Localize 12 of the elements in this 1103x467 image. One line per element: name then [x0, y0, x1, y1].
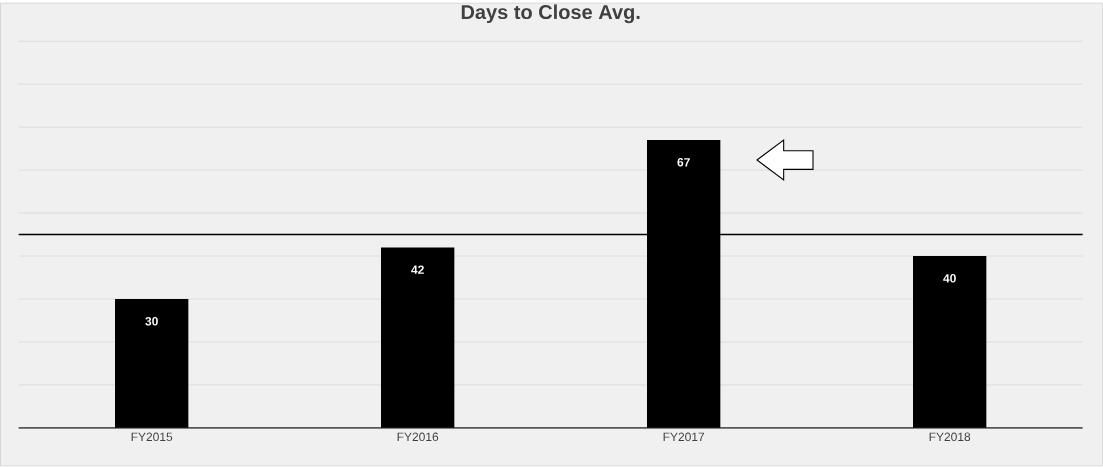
- bar: [381, 247, 455, 429]
- bar: [913, 256, 987, 429]
- chart-title: Days to Close Avg.: [461, 4, 640, 24]
- data-label: 40: [943, 274, 956, 283]
- x-tick-label: FY2017: [663, 432, 705, 442]
- data-label: 42: [411, 265, 424, 275]
- data-label: 30: [145, 317, 158, 326]
- x-tick-label: FY2015: [131, 432, 173, 442]
- x-tick-label: FY2018: [929, 432, 971, 442]
- bar: [115, 299, 189, 429]
- x-tick-label: FY2016: [397, 432, 439, 442]
- data-label: 67: [677, 158, 690, 167]
